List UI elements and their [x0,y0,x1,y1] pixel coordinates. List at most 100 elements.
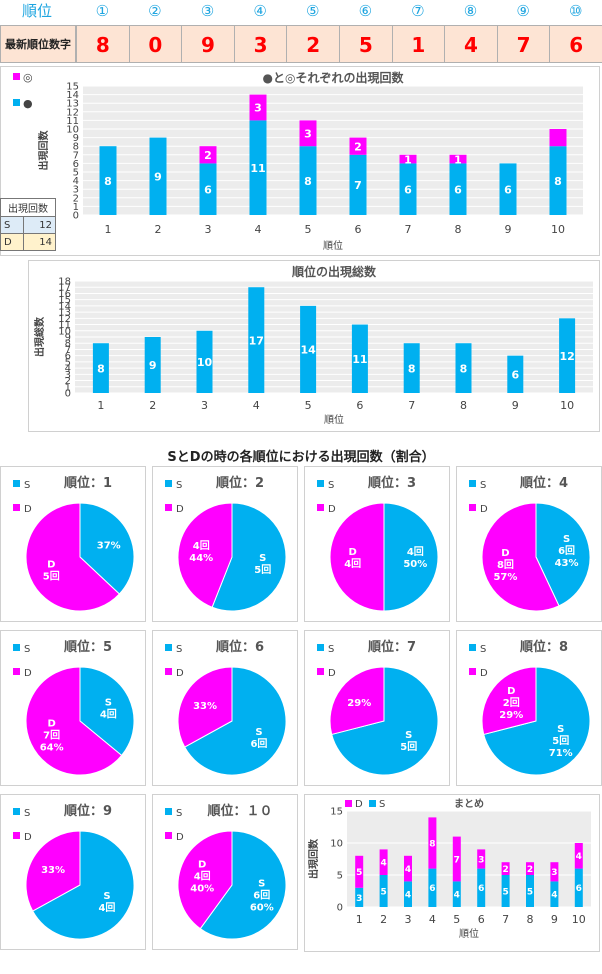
x-tick-label: 5 [453,913,460,926]
pie-title: 順位：１０ [207,803,272,819]
y-tick-label: 10 [66,125,79,136]
position-label: ⑤ [305,2,320,20]
legend-label-d: D [176,832,184,843]
x-tick-label: 6 [478,913,485,926]
data-label: 8 [429,839,435,849]
y-tick-label: 15 [58,295,71,306]
y-tick-label: 17 [58,283,71,294]
latest-digit: 9 [181,25,235,63]
bar-S [550,881,559,907]
bar-D [574,843,583,869]
pie-slice-d [177,830,233,930]
sd-table-header: 出現回数 [0,198,56,217]
legend-label-s: S [480,480,486,491]
legend-label-d: D [480,668,488,679]
data-label: 4 [380,859,386,869]
slice-label: 43% [555,558,579,569]
slice-label: 8回 [497,559,514,571]
legend-label-d: D [176,504,184,515]
legend-swatch-d [317,668,324,675]
sd-count-table: 出現回数 S 12 D 14 [0,198,56,251]
x-tick-label: 10 [572,913,586,926]
pie-slice-d [177,666,233,748]
pie-slice-s [199,830,287,940]
data-label: 6 [576,884,582,894]
latest-digit: 4 [444,25,498,63]
y-tick-label: 3 [65,370,71,381]
legend-swatch-d [469,668,476,675]
data-label: 1 [454,153,462,166]
x-axis-label: 順位 [459,927,479,940]
x-tick-label: 4 [255,223,262,236]
data-label: 2 [527,865,533,875]
slice-label: D [198,859,206,870]
y-tick-label: 1 [73,202,79,213]
pie-title: 順位：6 [216,639,264,655]
x-tick-label: 8 [455,223,462,236]
bar-total [196,330,213,393]
slice-label: 5回 [552,735,569,747]
slice-label: S [258,879,265,890]
x-tick-label: 10 [551,223,565,236]
latest-digit: 8 [76,25,130,63]
bar-D [477,849,486,869]
bar-circle [449,154,467,164]
slice-label: S [405,730,412,741]
legend-swatch-d [165,668,172,675]
y-tick-label: 13 [58,308,71,319]
legend-swatch-s [13,808,20,815]
pie-title: 順位：5 [64,639,112,655]
legend-label-d: D [24,668,32,679]
x-tick-label: 8 [527,913,534,926]
pie-slice-s [211,502,287,612]
y-tick-label: 4 [73,176,79,187]
x-tick-label: 3 [405,913,412,926]
data-label: 3 [478,855,484,865]
data-label: 2 [502,865,508,875]
legend-swatch-d [345,800,352,807]
pie-panel: 順位：１０ S D S 6回 60% D 4回 40% [152,794,298,950]
rank-header-label: 順位 [21,2,52,20]
slice-label: 5回 [43,570,60,582]
data-label: 3 [304,127,312,140]
y-tick-label: 11 [58,320,71,331]
data-label: 6 [454,183,462,196]
pie-slice-s [79,666,135,757]
pie-panel: 順位：9 S D S 4回 33% [0,794,146,950]
slice-label: 29% [499,710,523,721]
bar-total [144,337,161,393]
latest-digit: 3 [233,25,288,63]
data-label: 9 [149,359,157,372]
slice-label: 6回 [250,738,267,750]
legend-label-d: D [328,504,336,515]
x-tick-label: 8 [460,399,467,412]
data-label: 4 [405,865,411,875]
x-tick-label: 2 [149,399,156,412]
position-label: ⑥ [358,2,373,20]
position-label: ① [95,2,110,20]
data-label: 8 [554,175,562,188]
legend-swatch-d [317,504,324,511]
y-tick-label: 2 [73,193,79,204]
data-label: 8 [460,362,468,375]
legend-label-s: S [176,808,182,819]
x-axis-label: 順位 [323,239,343,252]
y-tick-label: 12 [58,314,71,325]
latest-digit: 7 [496,25,551,63]
slice-label: S [557,724,564,735]
position-label: ⑨ [516,2,530,20]
pie-slice-s [79,502,135,595]
bar-S [452,881,461,907]
data-label: 5 [356,868,362,878]
x-tick-label: 5 [305,399,312,412]
bar-dot [199,163,217,215]
slice-label: 6回 [253,890,270,902]
chart-total-panel: 0 1 2 3 4 5 6 7 8 9 10 11 12 13 14 15 16 17 18 順位の出現総数 出現総数順… [28,260,600,432]
